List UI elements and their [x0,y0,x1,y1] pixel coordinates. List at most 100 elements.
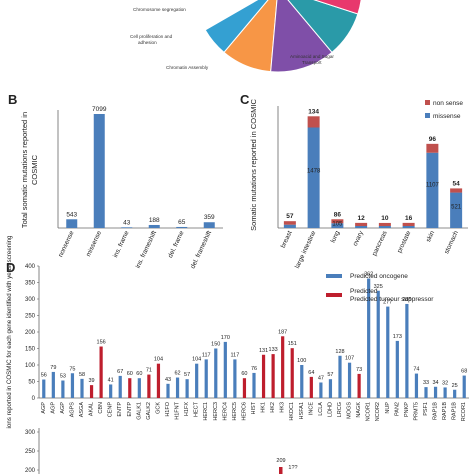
data-label: 117 [202,352,211,358]
tick-label: HK2 [270,402,276,413]
data-label: 43 [165,377,171,383]
tick-label: HERC1 [203,402,209,421]
bar [386,306,390,398]
tick-label: lung [330,230,342,244]
data-label: 150 [211,342,220,348]
bar-missense [402,226,415,228]
bar-missense [307,127,320,228]
bar-nonsense [307,116,320,128]
tick-label: HECT [194,401,200,417]
inner-label: 1478 [307,169,321,175]
tick-label: nonsense [57,230,75,259]
bar [271,354,275,398]
data-label: 68 [461,369,467,375]
bar-nonsense [450,188,463,193]
bar [185,379,189,398]
pie-label: Cell proliferation and [130,34,173,39]
bar [61,380,65,398]
bar [279,467,283,474]
legend-swatch [425,113,430,118]
tick-label: stomach [443,230,460,256]
bar [176,226,188,228]
tick-label: NUP [385,402,391,414]
bar [99,346,103,398]
data-label: 73 [356,367,362,373]
bar [261,354,266,398]
tick-label: pancreas [371,229,389,257]
data-label: 62 [174,371,180,377]
tick-label: PNKP [404,402,410,417]
bar-missense [283,224,296,228]
data-label: 39 [88,378,94,384]
bar-missense [426,152,439,228]
data-label: 58 [79,372,85,378]
bar [233,359,237,398]
bar [252,372,256,398]
data-label: 359 [204,214,215,221]
tick-label: HSFA1 [299,402,305,419]
bar [147,374,151,398]
tick-label: H1FO [165,401,171,416]
data-label: 56 [41,373,47,379]
y-tick-label: 300 [25,297,36,303]
tick-label: RCOR1 [461,402,467,421]
tick-label: ASGA [79,402,85,418]
legend-label: Predicted tumour suppressor [350,296,434,303]
data-label: 107 [345,356,354,362]
bar [118,375,122,398]
y-tick-label: 150 [25,347,36,353]
panel-c-label: C [240,92,250,107]
tick-label: HIST [251,401,257,414]
tick-label: INCE [308,402,314,415]
data-label: 100 [297,358,306,364]
data-label: 131 [259,348,268,354]
data-label: 117 [230,352,239,358]
data-label: 12 [358,215,366,222]
data-label: 133 [269,347,278,353]
y-tick-label: 50 [28,380,35,386]
tick-label: HERC4 [222,402,228,421]
bar [281,336,285,398]
tick-label: HK3 [280,402,286,413]
bar [156,363,161,398]
legend-label: Predicted [350,288,378,295]
data-label: 43 [123,219,131,226]
data-label: 7099 [92,106,107,113]
bar [309,376,313,398]
tick-label: LDHD [327,402,333,417]
data-label: 277 [383,300,392,306]
tick-label: NCOR1 [366,402,372,421]
bar [405,303,409,398]
pie-slice [204,0,269,54]
legend-label: Predicted oncogene [350,273,408,280]
bar-nonsense [426,143,439,153]
panel-a-pie: Chromosome segregation Cell proliferation… [130,0,362,73]
data-label: 67 [117,369,123,375]
tick-label: CBN [98,402,104,414]
data-label: 156 [97,340,106,346]
y-axis-label: Total somatic mutations reported in [20,112,29,228]
bar [204,359,208,398]
tick-label: AGP [50,402,56,414]
bar [462,375,466,398]
y-tick-label: 400 [25,264,36,270]
data-label: 75 [69,366,75,372]
data-label: 60 [136,371,142,377]
data-label: 57 [327,372,333,378]
bar [166,383,170,398]
tick-label: GCK [155,402,161,414]
panel-d-label: D [6,260,15,275]
data-label: 325 [374,284,383,290]
bar-nonsense [283,221,296,225]
data-label: 104 [154,357,163,363]
panel-b-label: B [8,92,17,107]
tick-label: RAP1B [433,402,439,420]
bar [203,222,215,228]
inner-label: 105 [332,221,343,227]
y-tick-label: 200 [25,468,36,474]
tick-label: ENTP [127,402,133,417]
bar [51,371,55,398]
data-label: 34 [432,380,438,386]
tick-label: RAP1B [452,402,458,420]
